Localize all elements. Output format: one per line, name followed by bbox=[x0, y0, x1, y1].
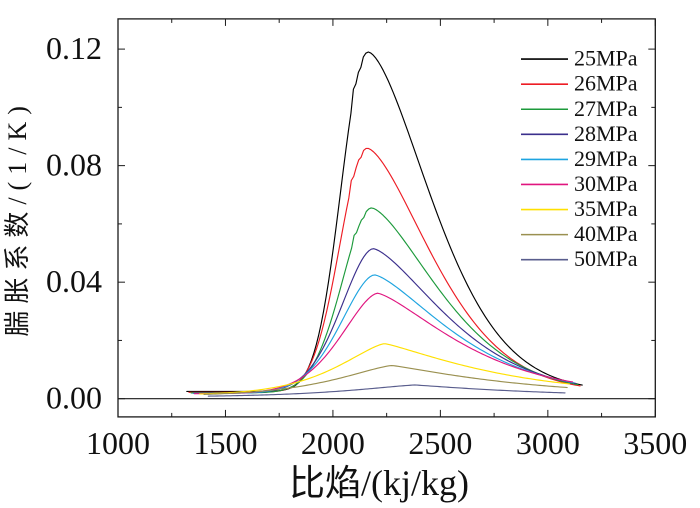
svg-text:腨胀系数/(1/K): 腨胀系数/(1/K) bbox=[3, 99, 32, 337]
svg-text:28MPa: 28MPa bbox=[574, 121, 638, 146]
svg-text:27MPa: 27MPa bbox=[574, 96, 638, 121]
svg-text:1500: 1500 bbox=[193, 425, 257, 461]
svg-text:3000: 3000 bbox=[516, 425, 580, 461]
svg-text:3500: 3500 bbox=[623, 425, 687, 461]
svg-text:30MPa: 30MPa bbox=[574, 171, 638, 196]
svg-text:50MPa: 50MPa bbox=[574, 246, 638, 271]
svg-text:2000: 2000 bbox=[301, 425, 365, 461]
svg-text:2500: 2500 bbox=[408, 425, 472, 461]
svg-text:35MPa: 35MPa bbox=[574, 196, 638, 221]
svg-text:比焰/(kj/kg): 比焰/(kj/kg) bbox=[289, 463, 469, 503]
svg-text:25MPa: 25MPa bbox=[574, 46, 638, 71]
svg-text:0.12: 0.12 bbox=[46, 30, 102, 66]
svg-text:1000: 1000 bbox=[86, 425, 150, 461]
svg-text:29MPa: 29MPa bbox=[574, 146, 638, 171]
svg-text:0.04: 0.04 bbox=[46, 263, 102, 299]
svg-text:26MPa: 26MPa bbox=[574, 71, 638, 96]
svg-text:0.08: 0.08 bbox=[46, 147, 102, 183]
svg-text:40MPa: 40MPa bbox=[574, 221, 638, 246]
svg-text:0.00: 0.00 bbox=[46, 380, 102, 416]
